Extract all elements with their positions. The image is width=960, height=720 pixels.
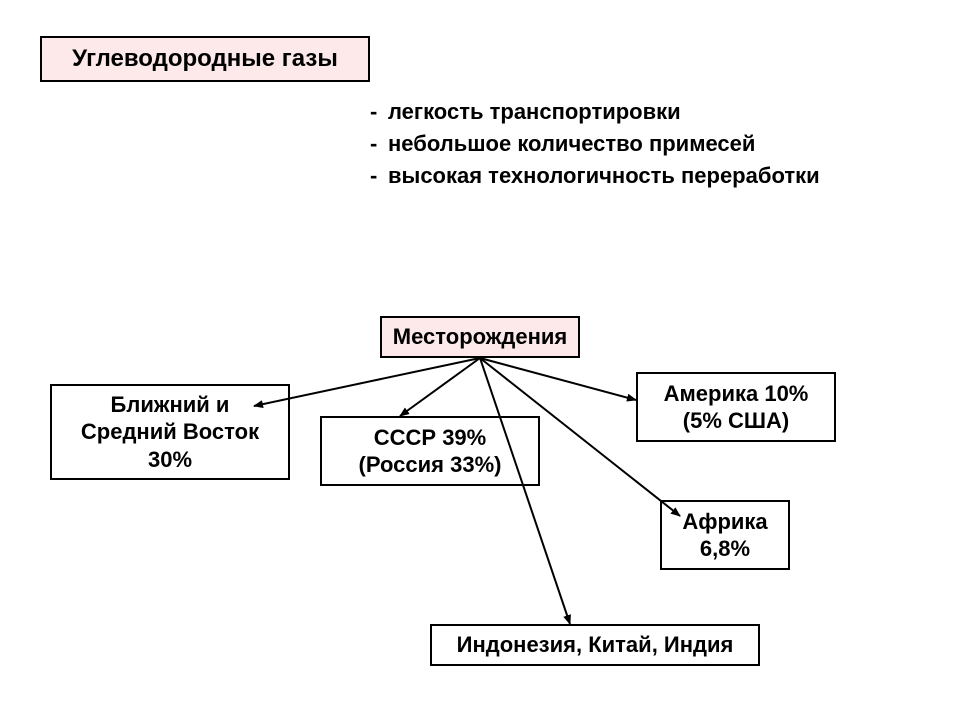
bullet-dash-icon: - [370,128,388,160]
bullet-text: небольшое количество примесей [388,128,755,160]
arrow-to-america [480,358,636,400]
bullet-dash-icon: - [370,96,388,128]
node-africa: Африка 6,8% [660,500,790,570]
node-asia: Индонезия, Китай, Индия [430,624,760,666]
title-box: Углеводородные газы [40,36,370,82]
bullet-text: высокая технологичность переработки [388,160,820,192]
arrow-to-ussr [400,358,480,416]
bullet-item: - высокая технологичность переработки [370,160,820,192]
bullet-item: - легкость транспортировки [370,96,820,128]
node-ussr: СССР 39% (Россия 33%) [320,416,540,486]
bullet-text: легкость транспортировки [388,96,681,128]
node-america: Америка 10% (5% США) [636,372,836,442]
node-middle-east: Ближний и Средний Восток 30% [50,384,290,480]
root-node-deposits: Месторождения [380,316,580,358]
bullet-dash-icon: - [370,160,388,192]
bullet-item: - небольшое количество примесей [370,128,820,160]
arrow-to-asia [480,358,570,624]
bullet-list: - легкость транспортировки - небольшое к… [370,96,820,192]
